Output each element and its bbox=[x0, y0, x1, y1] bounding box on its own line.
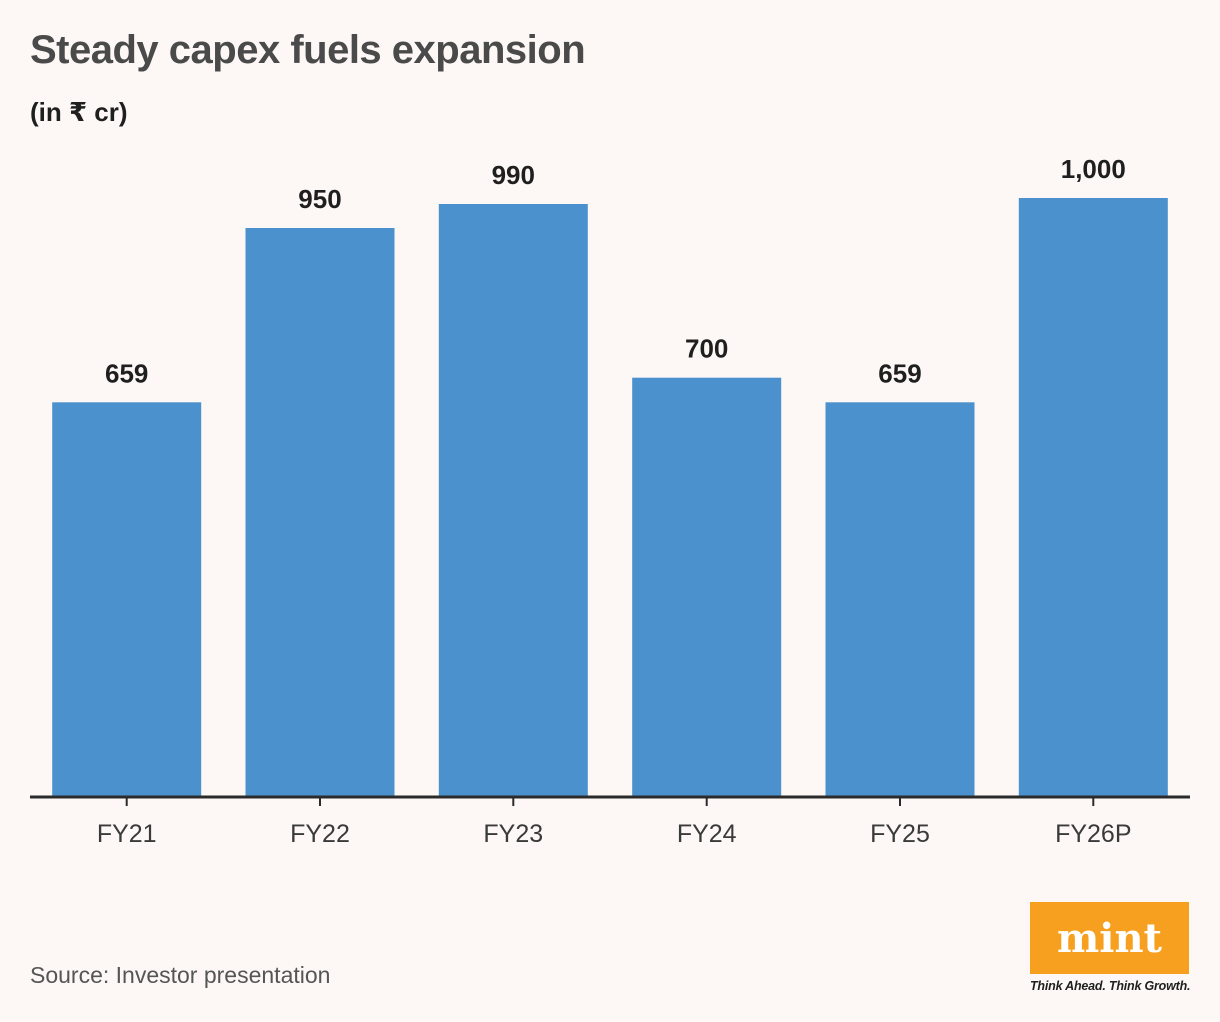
source-note: Source: Investor presentation bbox=[30, 962, 331, 988]
data-label-fy24: 700 bbox=[685, 334, 728, 364]
x-tick-label-fy21: FY21 bbox=[97, 820, 157, 848]
chart-title: Steady capex fuels expansion bbox=[30, 28, 586, 72]
chart-subtitle: (in ₹ cr) bbox=[30, 97, 128, 127]
bar-fy22 bbox=[245, 228, 395, 797]
data-label-fy23: 990 bbox=[492, 160, 535, 190]
mint-logo-text: mint bbox=[1056, 914, 1163, 962]
data-label-fy22: 950 bbox=[298, 184, 341, 214]
data-label-fy25: 659 bbox=[878, 358, 921, 388]
x-tick-label-fy25: FY25 bbox=[870, 820, 930, 848]
bar-fy23 bbox=[438, 204, 588, 797]
bar-chart: 659 FY21 950 FY22 990 FY23 700 FY24 659 FY25 1,000… bbox=[30, 154, 1190, 848]
brand-tagline: Think Ahead. Think Growth. bbox=[1030, 979, 1191, 993]
x-tick-label-fy23: FY23 bbox=[483, 820, 543, 848]
data-label-fy26p: 1,000 bbox=[1061, 154, 1126, 184]
bar-fy25 bbox=[825, 402, 975, 797]
x-tick-label-fy24: FY24 bbox=[677, 820, 737, 848]
mint-logo: mint bbox=[1030, 902, 1189, 974]
data-label-fy21: 659 bbox=[105, 358, 148, 388]
x-tick-label-fy22: FY22 bbox=[290, 820, 350, 848]
bar-fy24 bbox=[632, 377, 782, 797]
bar-fy21 bbox=[52, 402, 202, 797]
bar-fy26p bbox=[1018, 198, 1168, 797]
x-tick-label-fy26p: FY26P bbox=[1055, 820, 1131, 848]
